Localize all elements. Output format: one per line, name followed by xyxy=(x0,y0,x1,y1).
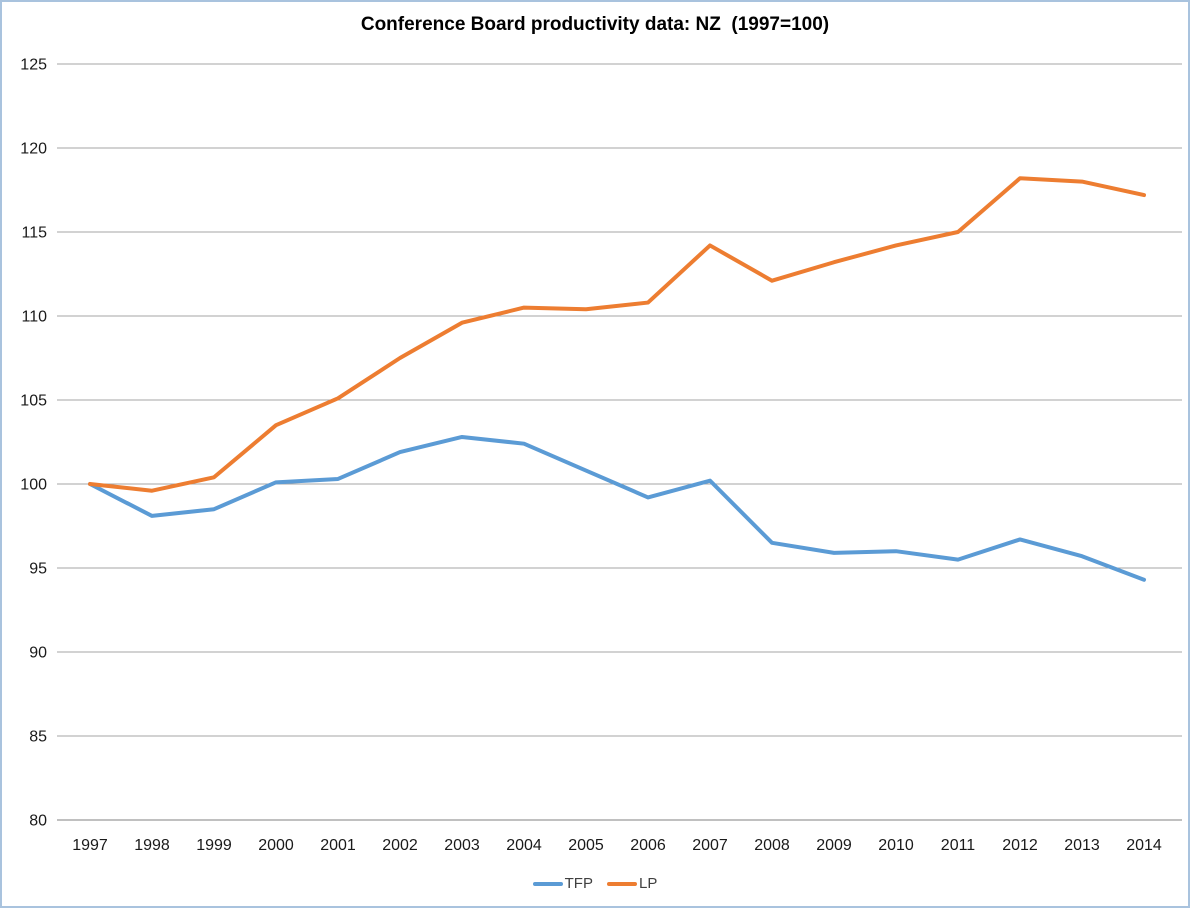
y-tick-label: 115 xyxy=(21,225,47,242)
y-tick-label: 105 xyxy=(20,393,47,410)
x-tick-label: 2013 xyxy=(1064,837,1100,854)
y-axis-labels-group: 80 85 90 95 100 105 110 115 120 125 xyxy=(20,57,47,830)
x-tick-label: 2014 xyxy=(1126,837,1162,854)
legend-item-LP: LP xyxy=(606,875,658,892)
gridlines-group xyxy=(57,63,1182,821)
x-tick-label: 2008 xyxy=(754,837,790,854)
y-tick-label: 125 xyxy=(20,57,47,74)
x-tick-label: 2001 xyxy=(320,837,356,854)
chart-title: Conference Board productivity data: NZ (… xyxy=(360,14,830,35)
x-tick-label: 2000 xyxy=(258,837,294,854)
y-tick-label: 95 xyxy=(29,561,47,578)
series-line-TFP xyxy=(88,434,1146,582)
x-tick-label: 1998 xyxy=(134,837,170,854)
x-tick-label: 2004 xyxy=(506,837,542,854)
x-tick-label: 2003 xyxy=(444,837,480,854)
y-tick-label: 110 xyxy=(21,309,47,326)
y-tick-label: 120 xyxy=(20,141,47,158)
y-tick-label: 85 xyxy=(29,729,47,746)
legend-line-swatch-TFP xyxy=(532,881,563,886)
x-tick-label: 2002 xyxy=(382,837,418,854)
x-tick-label: 1997 xyxy=(72,837,108,854)
series-line-LP xyxy=(88,176,1146,493)
x-tick-label: 2012 xyxy=(1002,837,1038,854)
x-tick-label: 2009 xyxy=(816,837,852,854)
chart-legend: TFP LP xyxy=(2,875,1188,892)
x-tick-label: 2006 xyxy=(630,837,666,854)
legend-label-LP: LP xyxy=(638,875,658,892)
x-axis-labels-group: 1997 1998 1999 2000 2001 2002 2003 2004 2005 2006… xyxy=(72,837,1162,854)
y-tick-label: 80 xyxy=(29,813,47,830)
x-tick-label: 2011 xyxy=(941,837,976,854)
series-lines-group xyxy=(88,176,1146,582)
x-tick-label: 2010 xyxy=(878,837,914,854)
legend-line-swatch-LP xyxy=(606,881,637,886)
x-tick-label: 2007 xyxy=(692,837,728,854)
legend-item-TFP: TFP xyxy=(532,875,593,892)
x-tick-label: 1999 xyxy=(196,837,232,854)
legend-label-TFP: TFP xyxy=(564,875,593,892)
y-tick-label: 90 xyxy=(29,645,47,662)
y-tick-label: 100 xyxy=(20,477,47,494)
x-tick-label: 2005 xyxy=(568,837,604,854)
